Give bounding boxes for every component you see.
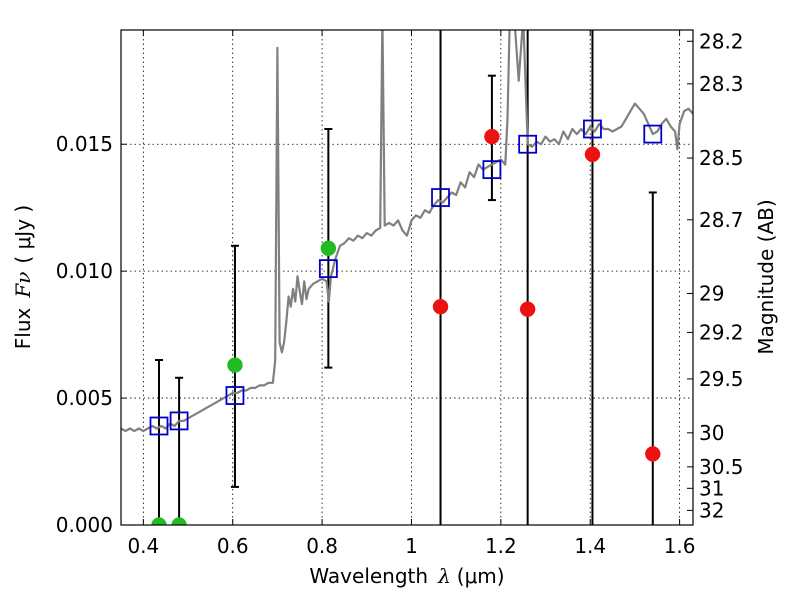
x-tick-label: 1: [405, 534, 418, 558]
model-photometry-point: [431, 188, 450, 207]
mag-tick-label: 29.2: [699, 320, 744, 344]
x-tick-label: 0.6: [217, 534, 249, 558]
mag-tick-label: 30.5: [699, 455, 744, 479]
model-photometry-point: [482, 160, 502, 180]
y-axis-symbol: Fν: [11, 272, 35, 299]
mag-tick-label: 28.3: [699, 72, 744, 96]
observed-flux-point: [320, 240, 337, 257]
mag-tick-label: 28.7: [699, 208, 744, 232]
observed-flux-point: [432, 298, 449, 315]
y-tick-label: 0.005: [56, 386, 113, 410]
x-axis-unit: (μm): [457, 564, 505, 588]
y-tick-label: 0.015: [56, 132, 113, 156]
y-axis-title: Flux Fν ( μJy ): [11, 205, 35, 349]
mag-tick-label: 28.2: [699, 29, 744, 53]
mag-tick-label: 30: [699, 421, 724, 445]
observed-flux-point: [645, 446, 661, 462]
x-tick-label: 1.2: [485, 534, 517, 558]
observed-flux-point: [519, 301, 536, 317]
model-photometry-point: [583, 119, 602, 139]
mag-tick-label: 32: [699, 498, 724, 522]
plot-frame: [120, 29, 694, 526]
model-photometry-point: [643, 124, 663, 144]
model-photometry-point: [318, 259, 338, 279]
x-tick-label: 1.4: [574, 534, 606, 558]
y-tick-label: 0.000: [56, 513, 113, 537]
observed-flux-point: [484, 128, 500, 145]
y-tick-label: 0.010: [56, 259, 113, 283]
model-photometry-point: [149, 416, 169, 436]
x-tick-label: 1.6: [664, 534, 696, 558]
observed-flux-point: [151, 517, 167, 525]
model-photometry-point: [169, 411, 189, 431]
observed-flux-point: [584, 146, 601, 163]
data-layer: [121, 30, 693, 525]
y-axis-unit: ( μJy ): [11, 205, 35, 264]
observed-flux-point: [227, 357, 243, 373]
sed-model-line: [121, 30, 693, 433]
model-photometry-point: [518, 134, 538, 154]
tick-labels: 0.4 0.6 0.8 1 1.2 1.4 1.6 0.000 0.005 0.010 0.015 2…: [56, 29, 744, 558]
ticks: [121, 30, 693, 526]
mag-tick-label: 29.5: [699, 367, 744, 391]
x-axis-symbol: λ: [437, 564, 451, 588]
plot-background: [121, 30, 693, 525]
x-tick-label: 0.8: [306, 534, 338, 558]
x-tick-label: 0.4: [127, 534, 159, 558]
mag-tick-label: 31: [699, 476, 724, 500]
mag-tick-label: 29: [699, 281, 724, 305]
observed-flux-point: [171, 517, 187, 525]
model-photometry-point: [225, 386, 245, 405]
y-axis-title-prefix: Flux: [11, 307, 35, 349]
mag-tick-label: 28.5: [699, 146, 744, 170]
x-axis-title-prefix: Wavelength: [309, 564, 428, 588]
grid: [121, 30, 693, 526]
y2-axis-title: Magnitude (AB): [754, 199, 778, 354]
x-axis-title: Wavelength λ (μm): [309, 564, 504, 588]
